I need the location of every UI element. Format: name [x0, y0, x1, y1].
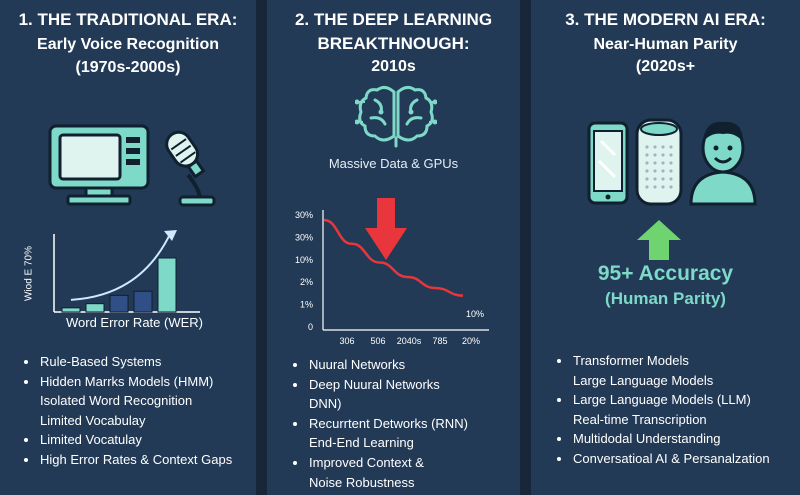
brain-circuit-icon	[355, 85, 437, 148]
panel-modern-ai-era: 3. THE MODERN AI ERA: Near-Human Parity …	[531, 0, 800, 495]
list-item: High Error Rates & Context Gaps	[20, 450, 232, 470]
y-tick-label: 1%	[300, 300, 313, 310]
list-item: Conversatioal AI & Persanalzation	[553, 449, 770, 469]
list-item: Large Language Models (LLM)	[553, 390, 770, 410]
list-item: Recurrtent Detworks (RNN)	[289, 414, 468, 434]
wer-bar	[85, 303, 105, 313]
panel-date-range: (2020s+	[635, 58, 696, 75]
y-tick-label: 2%	[300, 277, 313, 287]
panel-subtitle: Near-Human Parity	[593, 36, 738, 53]
feature-list: Transformer Models Large Language Models L…	[553, 351, 770, 469]
panel-date-range: 2010s	[371, 58, 416, 75]
list-item: Rule-Based Systems	[20, 352, 232, 372]
computer-monitor-icon	[48, 124, 150, 206]
feature-list: Rule-Based Systems Hidden Marrks Models (…	[20, 352, 232, 470]
list-item: Limited Vocabulay	[40, 412, 146, 428]
accuracy-subline: (Human Parity)	[605, 289, 726, 308]
panel-subtitle: Early Voice Recognition	[37, 36, 219, 53]
smart-speaker-icon	[635, 118, 683, 206]
panel-title: 3. THE MODERN AI ERA:	[565, 10, 766, 29]
list-item: Limited Vocatulay	[20, 430, 232, 450]
wer-bar	[133, 290, 153, 313]
wer-bar	[61, 307, 81, 313]
list-item: Isolated Word Recognition	[40, 393, 193, 409]
chart-y-label: Wiod E 70%	[23, 245, 35, 302]
error-decline-chart: 30% 30% 10% 2% 1% 0 306 506 2040s 785 20% 10%	[295, 210, 489, 346]
wer-bar	[109, 294, 129, 313]
panel-traditional-era: 1. THE TRADITIONAL ERA: Early Voice Reco…	[0, 0, 256, 495]
panel-title: 2. THE DEEP LEARNING	[294, 10, 493, 29]
list-item: End-End Learning	[309, 435, 414, 451]
curve-end-label: 10%	[466, 309, 484, 319]
panel-divider	[520, 0, 531, 495]
wer-bar	[157, 257, 177, 313]
panel-divider	[256, 0, 267, 495]
list-item: Real-time Transcription	[573, 411, 707, 427]
list-item: Large Language Models	[573, 372, 714, 388]
list-item: Noise Robustness	[309, 474, 415, 490]
y-tick-label: 0	[308, 322, 313, 332]
x-tick-label: 785	[432, 336, 447, 346]
x-tick-label: 306	[339, 336, 354, 346]
list-item: Hidden Marrks Models (HMM)	[20, 372, 232, 392]
icon-caption: Massive Data & GPUs	[328, 156, 459, 171]
y-tick-label: 10%	[295, 255, 313, 265]
y-tick-label: 30%	[295, 232, 313, 242]
y-tick-label: 30%	[295, 210, 313, 220]
person-icon	[689, 121, 757, 206]
panel-deep-learning-era: 2. THE DEEP LEARNING BREAKTHNOUGH: 2010s…	[267, 0, 520, 495]
panel-title: 1. THE TRADITIONAL ERA:	[18, 10, 238, 29]
panel-date-range: (1970s-2000s)	[75, 59, 181, 76]
microphone-icon	[165, 130, 216, 207]
down-arrow-icon	[365, 198, 407, 260]
feature-list: Nuural Networks Deep Nuural Networks DNN) R…	[289, 355, 468, 492]
trend-line	[70, 231, 172, 301]
error-curve	[323, 218, 464, 297]
list-item: Multidodal Understanding	[553, 429, 770, 449]
wer-chart	[53, 230, 200, 313]
list-item: DNN)	[309, 396, 342, 412]
x-tick-label: 2040s	[397, 336, 422, 346]
list-item: Improved Context &	[289, 453, 468, 473]
x-tick-label: 20%	[462, 336, 480, 346]
panel-subtitle: BREAKTHNOUGH:	[317, 34, 470, 53]
list-item: Deep Nuural Networks	[289, 375, 468, 395]
list-item: Nuural Networks	[289, 355, 468, 375]
trend-arrow-head	[164, 230, 177, 241]
accuracy-headline: 95+ Accuracy	[597, 262, 734, 285]
up-arrow-icon	[637, 220, 681, 260]
chart-x-label: Word Error Rate (WER)	[66, 315, 203, 330]
list-item: Transformer Models	[553, 351, 770, 371]
x-tick-label: 506	[370, 336, 385, 346]
smartphone-icon	[587, 121, 629, 205]
